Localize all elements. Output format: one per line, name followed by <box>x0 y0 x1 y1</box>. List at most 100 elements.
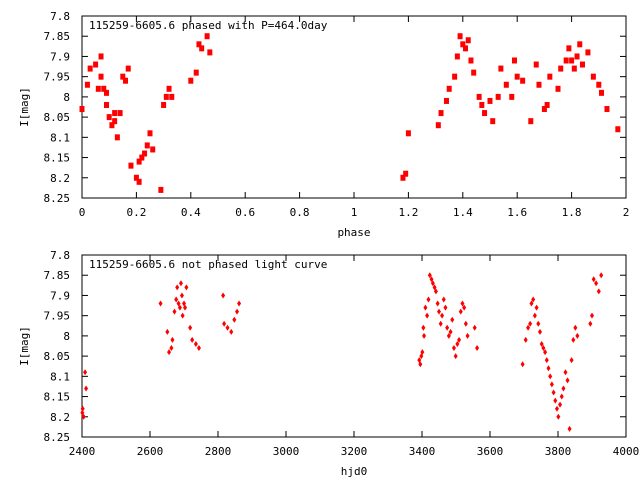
unphased-data-point <box>176 300 181 307</box>
unphased-data-point <box>229 328 234 335</box>
phased-data-point <box>563 57 569 64</box>
phased-data-point <box>615 126 621 133</box>
phased-data-point <box>123 77 129 84</box>
unphased-data-point <box>548 373 553 380</box>
unphased-data-point <box>418 361 423 368</box>
unphased-y-tick-label: 7.85 <box>44 269 71 282</box>
unphased-data-point <box>558 401 563 408</box>
phased-data-point <box>93 61 99 68</box>
phased-data-point <box>571 65 577 72</box>
unphased-data-point <box>599 272 604 279</box>
unphased-data-point <box>80 409 85 416</box>
phased-data-point <box>112 110 118 117</box>
phased-data-point <box>460 41 466 48</box>
unphased-data-point <box>193 340 198 347</box>
unphased-data-point <box>462 304 467 311</box>
unphased-data-point <box>450 316 455 323</box>
phased-y-tick-label: 8.15 <box>44 152 71 165</box>
unphased-data-point <box>175 284 180 291</box>
phased-data-point <box>109 122 115 129</box>
phased-x-tick-label: 1 <box>351 206 358 219</box>
unphased-data-point <box>421 324 426 331</box>
unphased-data-point <box>556 413 561 420</box>
phased-x-tick-label: 1.6 <box>507 206 527 219</box>
phased-data-point <box>142 150 148 157</box>
unphased-x-tick-label: 3200 <box>341 445 368 458</box>
unphased-data-point <box>183 304 188 311</box>
unphased-data-point <box>235 308 240 315</box>
unphased-data-point <box>190 336 195 343</box>
phased-data-point <box>120 73 126 80</box>
phased-data-point <box>566 45 572 52</box>
unphased-y-tick-label: 8.1 <box>50 370 70 383</box>
unphased-y-tick-label: 8.15 <box>44 391 71 404</box>
phased-x-tick-label: 0.4 <box>181 206 201 219</box>
unphased-data-point <box>446 332 451 339</box>
phased-data-point <box>144 142 150 149</box>
phased-data-point <box>169 93 175 100</box>
phased-data-point <box>487 97 493 104</box>
unphased-data-point <box>433 288 438 295</box>
unphased-y-tick-label: 7.8 <box>50 249 70 262</box>
phased-x-tick-label: 1.2 <box>398 206 418 219</box>
phased-x-axis-label: phase <box>337 226 370 239</box>
phased-data-point <box>147 130 153 137</box>
phased-data-point <box>514 73 520 80</box>
unphased-data-point <box>435 300 440 307</box>
unphased-data-point <box>438 320 443 327</box>
unphased-data-point <box>445 324 450 331</box>
phased-data-point <box>117 110 123 117</box>
unphased-data-point <box>561 385 566 392</box>
unphased-data-point <box>536 320 541 327</box>
unphased-data-point <box>184 284 189 291</box>
phased-data-point <box>87 65 93 72</box>
phased-x-tick-label: 1.8 <box>562 206 582 219</box>
phased-data-point <box>482 110 488 117</box>
phased-data-point <box>520 77 526 84</box>
phased-data-point <box>204 33 210 40</box>
unphased-y-tick-label: 8.05 <box>44 350 71 363</box>
phased-y-tick-label: 8.1 <box>50 131 70 144</box>
phased-data-point <box>599 89 605 96</box>
unphased-y-tick-label: 8.25 <box>44 431 71 444</box>
unphased-data-point <box>563 369 568 376</box>
unphased-x-axis-label: hjd0 <box>341 465 368 478</box>
unphased-data-point <box>429 276 434 283</box>
unphased-data-point <box>475 345 480 352</box>
unphased-data-point <box>465 332 470 339</box>
unphased-axis-ticks: 2400 2600 2800 3000 3200 3400 3600 3800 4000 7.8 7… <box>44 249 640 458</box>
phased-data-point <box>139 154 145 161</box>
unphased-data-point <box>590 312 594 319</box>
phased-data-point <box>452 73 458 80</box>
unphased-x-tick-label: 3000 <box>273 445 300 458</box>
phased-data-point <box>577 41 583 48</box>
phased-data-point <box>590 73 596 80</box>
phased-data-point <box>403 170 409 177</box>
unphased-data-point <box>423 304 428 311</box>
phased-data-point <box>555 85 561 92</box>
unphased-data-point <box>541 345 546 352</box>
phased-data-point <box>457 33 463 40</box>
phased-data-point <box>498 65 504 72</box>
unphased-light-curve-chart: 2400 2600 2800 3000 3200 3400 3600 3800 4000 7.8 7… <box>18 249 639 478</box>
phased-x-tick-label: 0.2 <box>126 206 146 219</box>
unphased-data-point <box>165 328 170 335</box>
phased-data-point <box>101 85 107 92</box>
phased-data-point <box>136 158 142 165</box>
unphased-data-point <box>81 413 86 420</box>
unphased-plot-frame <box>81 254 627 438</box>
phased-data-point <box>405 130 411 137</box>
unphased-data-point <box>180 312 185 319</box>
phased-data-points <box>79 33 621 193</box>
unphased-data-point <box>567 425 572 432</box>
unphased-y-axis-label: I[mag] <box>18 326 31 366</box>
unphased-data-point <box>537 328 542 335</box>
unphased-data-point <box>532 312 537 319</box>
unphased-data-point <box>520 361 525 368</box>
unphased-data-point <box>80 405 85 412</box>
phased-data-point <box>596 81 602 88</box>
unphased-data-point <box>443 304 448 311</box>
unphased-data-point <box>455 340 460 347</box>
unphased-data-point <box>565 377 570 384</box>
phased-data-point <box>569 57 575 64</box>
